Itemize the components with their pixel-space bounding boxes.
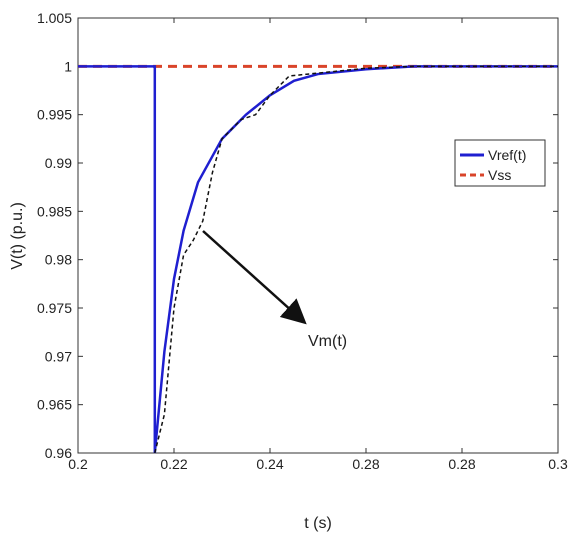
annotation: Vm(t) [308, 333, 347, 350]
x-tick-label: 0.22 [160, 456, 187, 472]
x-axis-label: t (s) [304, 515, 332, 532]
x-tick-label: 0.24 [256, 456, 283, 472]
y-tick-label: 0.985 [37, 203, 72, 219]
x-tick-label: 0.2 [68, 456, 88, 472]
y-tick-label: 0.995 [37, 107, 72, 123]
y-tick-label: 1 [64, 58, 72, 74]
x-tick-label: 0.28 [448, 456, 475, 472]
legend-label: Vref(t) [488, 147, 526, 163]
annotation-arrow [202, 230, 307, 325]
series-line [154, 65, 558, 454]
x-tick-label: 0.28 [352, 456, 379, 472]
y-axis-label: V(t) (p.u.) [9, 202, 26, 270]
y-tick-label: 0.975 [37, 300, 72, 316]
legend [454, 139, 546, 187]
x-tick-label: 0.3 [548, 456, 568, 472]
y-tick-label: 0.98 [45, 252, 72, 268]
legend-label: Vss [488, 167, 511, 183]
y-tick-label: 0.99 [45, 155, 72, 171]
plot-frame [77, 17, 559, 454]
y-tick-label: 0.965 [37, 397, 72, 413]
y-tick-label: 0.96 [45, 445, 72, 461]
y-tick-label: 0.97 [45, 348, 72, 364]
y-tick-label: 1.005 [37, 10, 72, 26]
